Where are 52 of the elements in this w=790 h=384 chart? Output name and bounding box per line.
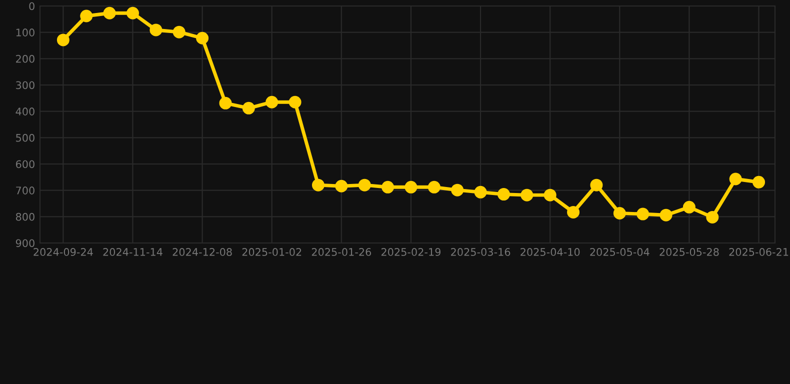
point xyxy=(80,10,93,22)
point xyxy=(497,188,510,201)
point xyxy=(660,208,672,222)
x-tick-label: 2025-04-10 xyxy=(520,248,580,256)
point xyxy=(590,178,603,192)
point xyxy=(474,186,487,198)
y-tick-label: 100 xyxy=(16,28,34,36)
y-tick-label: 500 xyxy=(16,134,34,142)
x-tick-label: 2025-05-28 xyxy=(660,248,719,256)
point xyxy=(729,172,742,186)
point xyxy=(404,180,418,194)
point xyxy=(752,176,766,188)
y-tick-label: 800 xyxy=(16,212,34,221)
point xyxy=(56,34,70,46)
point xyxy=(196,32,209,44)
x-tick-label: 2025-05-04 xyxy=(590,248,650,256)
y-tick-label: 700 xyxy=(16,186,34,194)
point xyxy=(428,180,440,194)
x-tick-label: 2025-02-19 xyxy=(381,248,441,256)
point xyxy=(266,96,278,108)
x-tick-label: 2025-06-21 xyxy=(729,248,788,256)
point xyxy=(520,188,534,202)
x-tick-label: 2024-09-24 xyxy=(34,248,93,256)
point xyxy=(544,188,556,202)
y-tick-label: 200 xyxy=(16,54,34,63)
x-tick-label: 2025-01-26 xyxy=(312,248,372,256)
point xyxy=(682,200,696,214)
point xyxy=(242,102,255,114)
point xyxy=(126,6,139,20)
point xyxy=(358,178,371,192)
point xyxy=(172,26,186,38)
point xyxy=(312,178,324,192)
point xyxy=(150,24,162,36)
y-tick-label: 600 xyxy=(16,160,34,168)
x-tick-label: 2025-01-02 xyxy=(242,248,302,256)
x-tick-label: 2024-12-08 xyxy=(172,248,232,256)
point xyxy=(567,206,580,218)
point xyxy=(613,206,626,220)
point xyxy=(219,96,232,110)
point xyxy=(636,208,650,220)
point xyxy=(288,96,302,108)
y-tick-label: 400 xyxy=(16,108,34,116)
y-tick-label: 900 xyxy=(16,239,34,248)
point xyxy=(451,184,464,196)
y-tick-label: 300 xyxy=(16,81,34,90)
point xyxy=(335,180,348,192)
point xyxy=(382,180,394,194)
x-tick-label: 2024-11-14 xyxy=(103,248,162,256)
point xyxy=(103,6,116,20)
x-tick-label: 2025-03-16 xyxy=(451,248,510,256)
point xyxy=(706,210,719,224)
y-tick-label: 0 xyxy=(29,2,34,10)
